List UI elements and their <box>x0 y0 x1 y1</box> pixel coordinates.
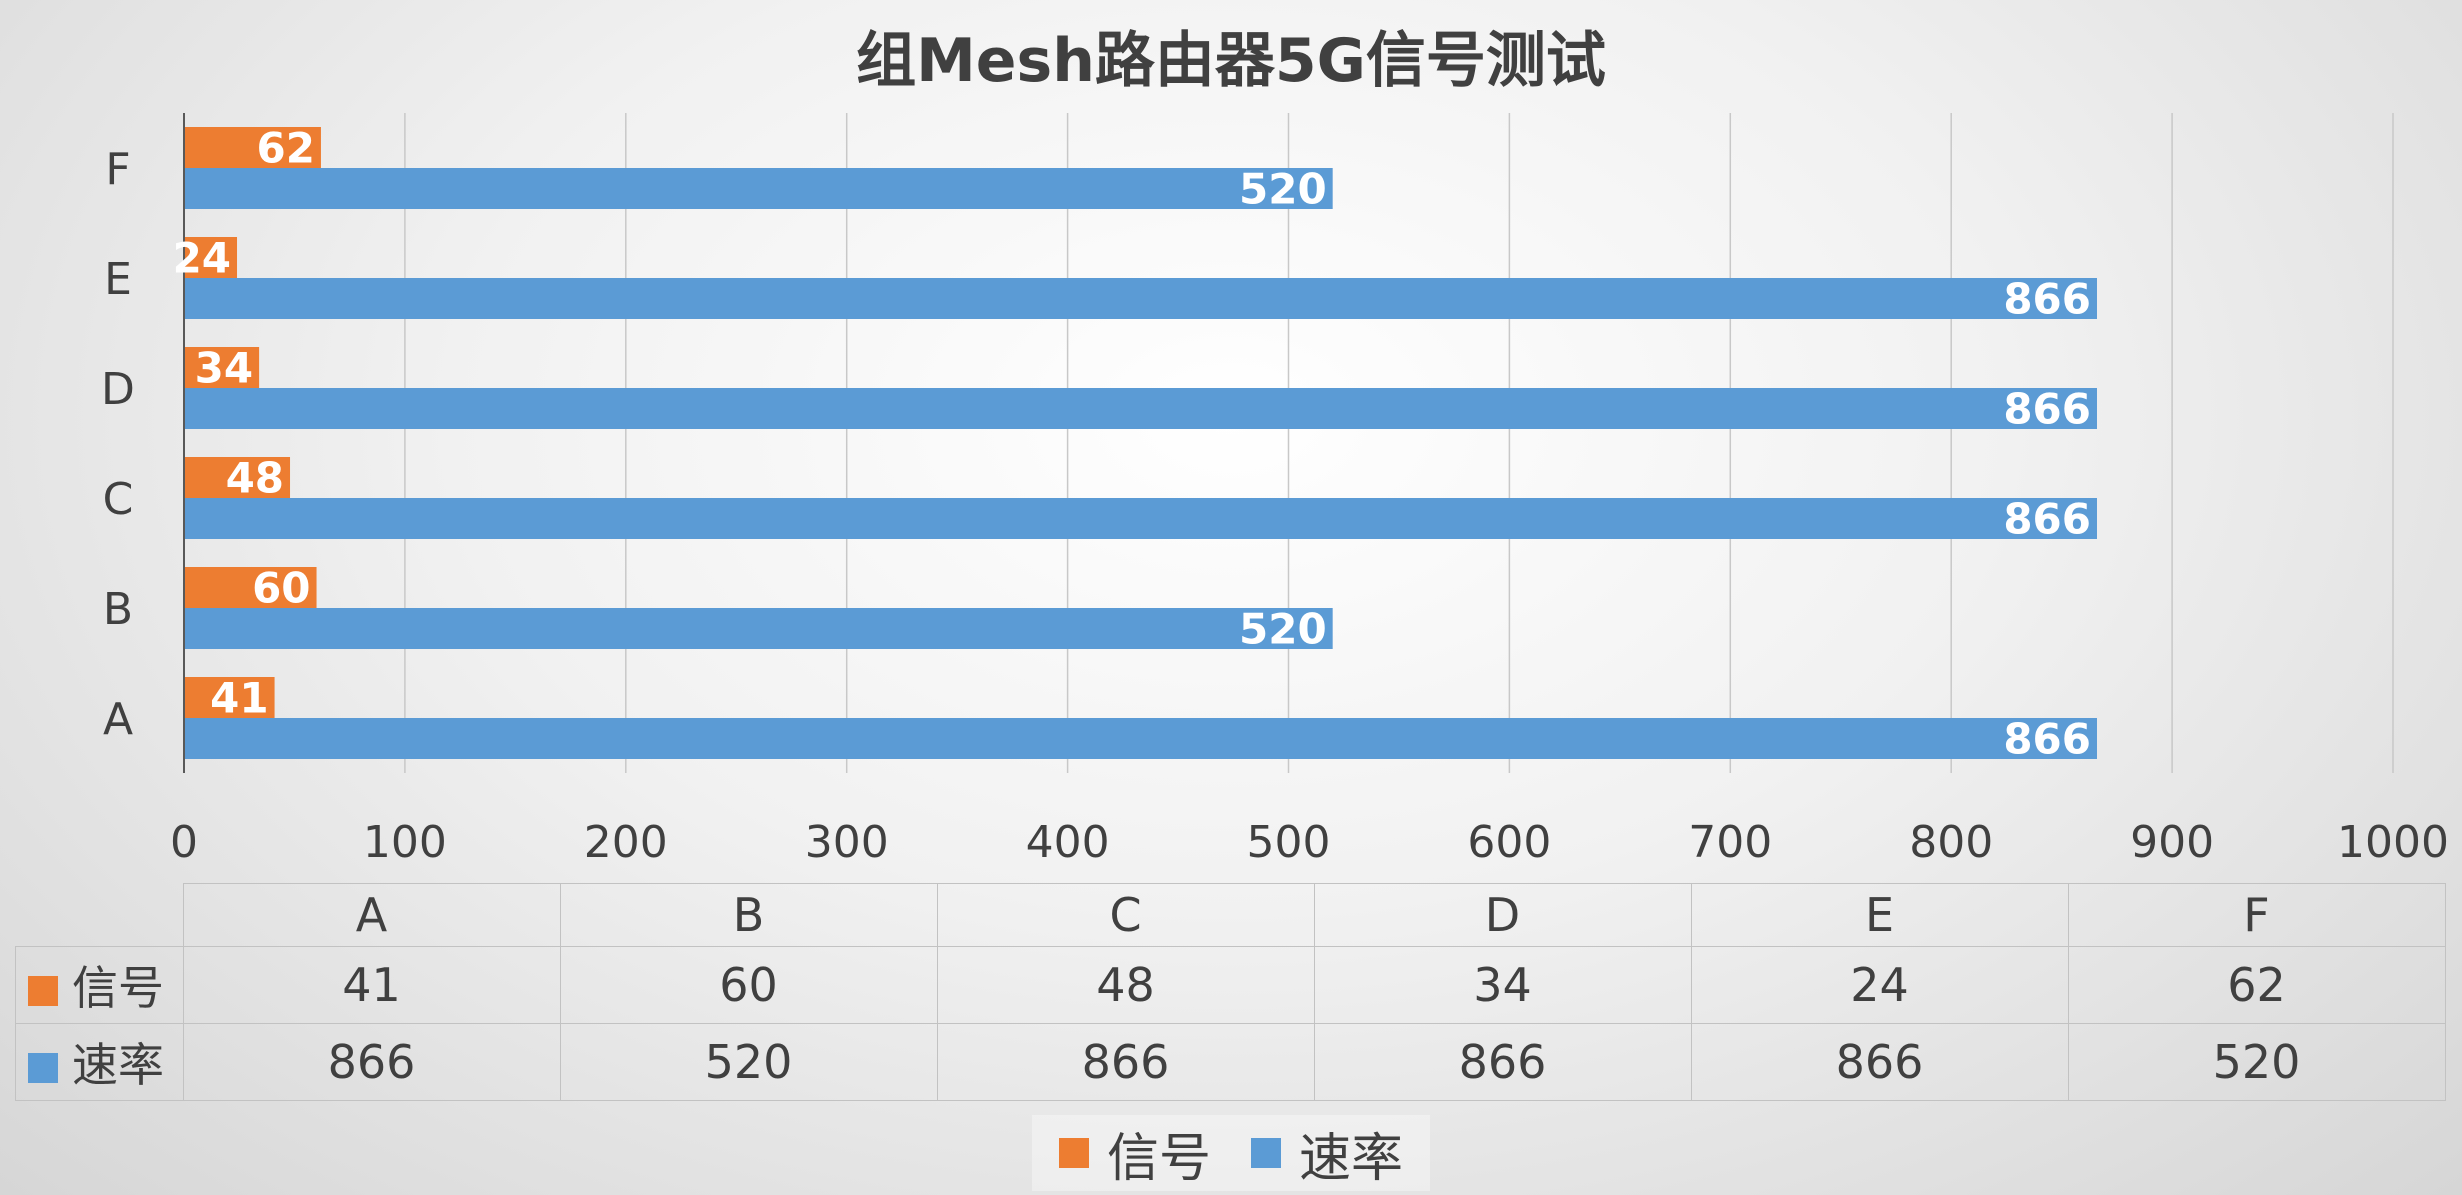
tick-label: 200 <box>584 817 668 868</box>
data-table-series-label: 信号 <box>15 946 184 1024</box>
tick-label: 0 <box>170 817 198 868</box>
gridlines <box>404 113 2394 773</box>
signal-bar <box>184 347 260 388</box>
category-label: A <box>103 694 133 745</box>
data-table-cell: 520 <box>2067 1023 2446 1101</box>
tick-label: 400 <box>1026 817 1110 868</box>
data-label: 520 <box>1239 165 1327 214</box>
data-table-header-row: A B C D E F <box>16 883 2446 947</box>
bars <box>184 127 2097 759</box>
data-table-category: E <box>1690 883 2069 947</box>
tick-labels: 0 100 200 300 400 500 600 700 800 900 1000 <box>170 817 2449 868</box>
category-label: D <box>101 364 135 415</box>
category-label: C <box>103 474 134 525</box>
data-label: 866 <box>2003 715 2091 764</box>
data-label: 48 <box>226 454 284 503</box>
legend-label: 信号 <box>1106 1128 1211 1189</box>
signal-bar <box>184 677 275 718</box>
legend-item-signal: 信号 <box>1058 1116 1211 1191</box>
tick-label: 500 <box>1247 817 1331 868</box>
signal-bar <box>184 457 291 498</box>
signal-bar <box>184 237 238 278</box>
data-table-cell: 48 <box>936 946 1315 1024</box>
data-table-cell: 34 <box>1313 946 1692 1024</box>
chart-legend: 信号 速率 <box>1032 1115 1430 1191</box>
data-table-cell: 866 <box>936 1023 1315 1101</box>
data-table-cell: 62 <box>2067 946 2446 1024</box>
data-table-cell: 520 <box>559 1023 938 1101</box>
data-label: 60 <box>252 564 310 613</box>
signal-swatch <box>1058 1138 1089 1168</box>
category-label: E <box>104 254 132 305</box>
tick-label: 600 <box>1467 817 1551 868</box>
data-table-cell: 24 <box>1690 946 2069 1024</box>
data-label: 520 <box>1239 605 1327 654</box>
data-table-cell: 60 <box>559 946 938 1024</box>
tick-label: 700 <box>1688 817 1772 868</box>
data-table-category: D <box>1313 883 1692 947</box>
data-table-corner <box>16 884 184 947</box>
tick-label: 300 <box>805 817 889 868</box>
tick-label: 900 <box>2130 817 2214 868</box>
data-table-category: C <box>936 883 1315 947</box>
data-label: 866 <box>2003 495 2091 544</box>
bar-chart-plot: A B C D E F 41 866 60 520 48 866 34 866 24 866 62 520 0 1… <box>101 113 2449 868</box>
data-table-series-label: 速率 <box>15 1023 184 1101</box>
series-name: 速率 <box>72 1038 164 1092</box>
legend-label: 速率 <box>1299 1128 1404 1189</box>
data-label: 866 <box>2003 275 2091 324</box>
category-axis: A B C D E F <box>101 144 135 745</box>
category-label: F <box>105 144 130 195</box>
data-table-cell: 41 <box>182 946 561 1024</box>
data-label: 34 <box>195 344 253 393</box>
data-table-row-signal: 信号 41 60 48 34 24 62 <box>15 946 2446 1024</box>
data-table-row-rate: 速率 866 520 866 866 866 520 <box>15 1023 2446 1101</box>
data-table-cell: 866 <box>182 1023 561 1101</box>
rate-bar <box>184 498 2097 539</box>
data-table-category: F <box>2067 883 2446 947</box>
rate-bar <box>184 608 1333 649</box>
data-table-cell: 866 <box>1690 1023 2069 1101</box>
data-label: 866 <box>2003 385 2091 434</box>
category-label: B <box>103 584 133 635</box>
data-table-cell: 866 <box>1313 1023 1692 1101</box>
signal-bar <box>184 127 321 168</box>
rate-bar <box>184 388 2097 429</box>
data-table: A B C D E F 信号 41 60 48 34 24 62 速率 866 … <box>15 883 2446 1101</box>
series-name: 信号 <box>72 961 164 1015</box>
data-labels: 41 866 60 520 48 866 34 866 24 866 62 520 <box>173 124 2091 764</box>
data-label: 62 <box>257 124 315 173</box>
legend-item-rate: 速率 <box>1251 1116 1403 1191</box>
rate-swatch <box>1251 1138 1281 1168</box>
data-table-category: B <box>559 883 938 947</box>
data-label: 24 <box>173 234 231 283</box>
signal-bar <box>184 567 317 608</box>
tick-label: 1000 <box>2337 817 2449 868</box>
data-label: 41 <box>210 674 268 723</box>
rate-bar <box>184 168 1333 209</box>
signal-swatch <box>28 976 58 1006</box>
rate-swatch <box>28 1053 58 1083</box>
rate-bar <box>184 278 2097 319</box>
tick-label: 800 <box>1909 817 1993 868</box>
chart-title: 组Mesh路由器5G信号测试 <box>856 26 1606 96</box>
tick-label: 100 <box>363 817 447 868</box>
data-table-category: A <box>182 883 561 947</box>
rate-bar <box>184 718 2097 759</box>
